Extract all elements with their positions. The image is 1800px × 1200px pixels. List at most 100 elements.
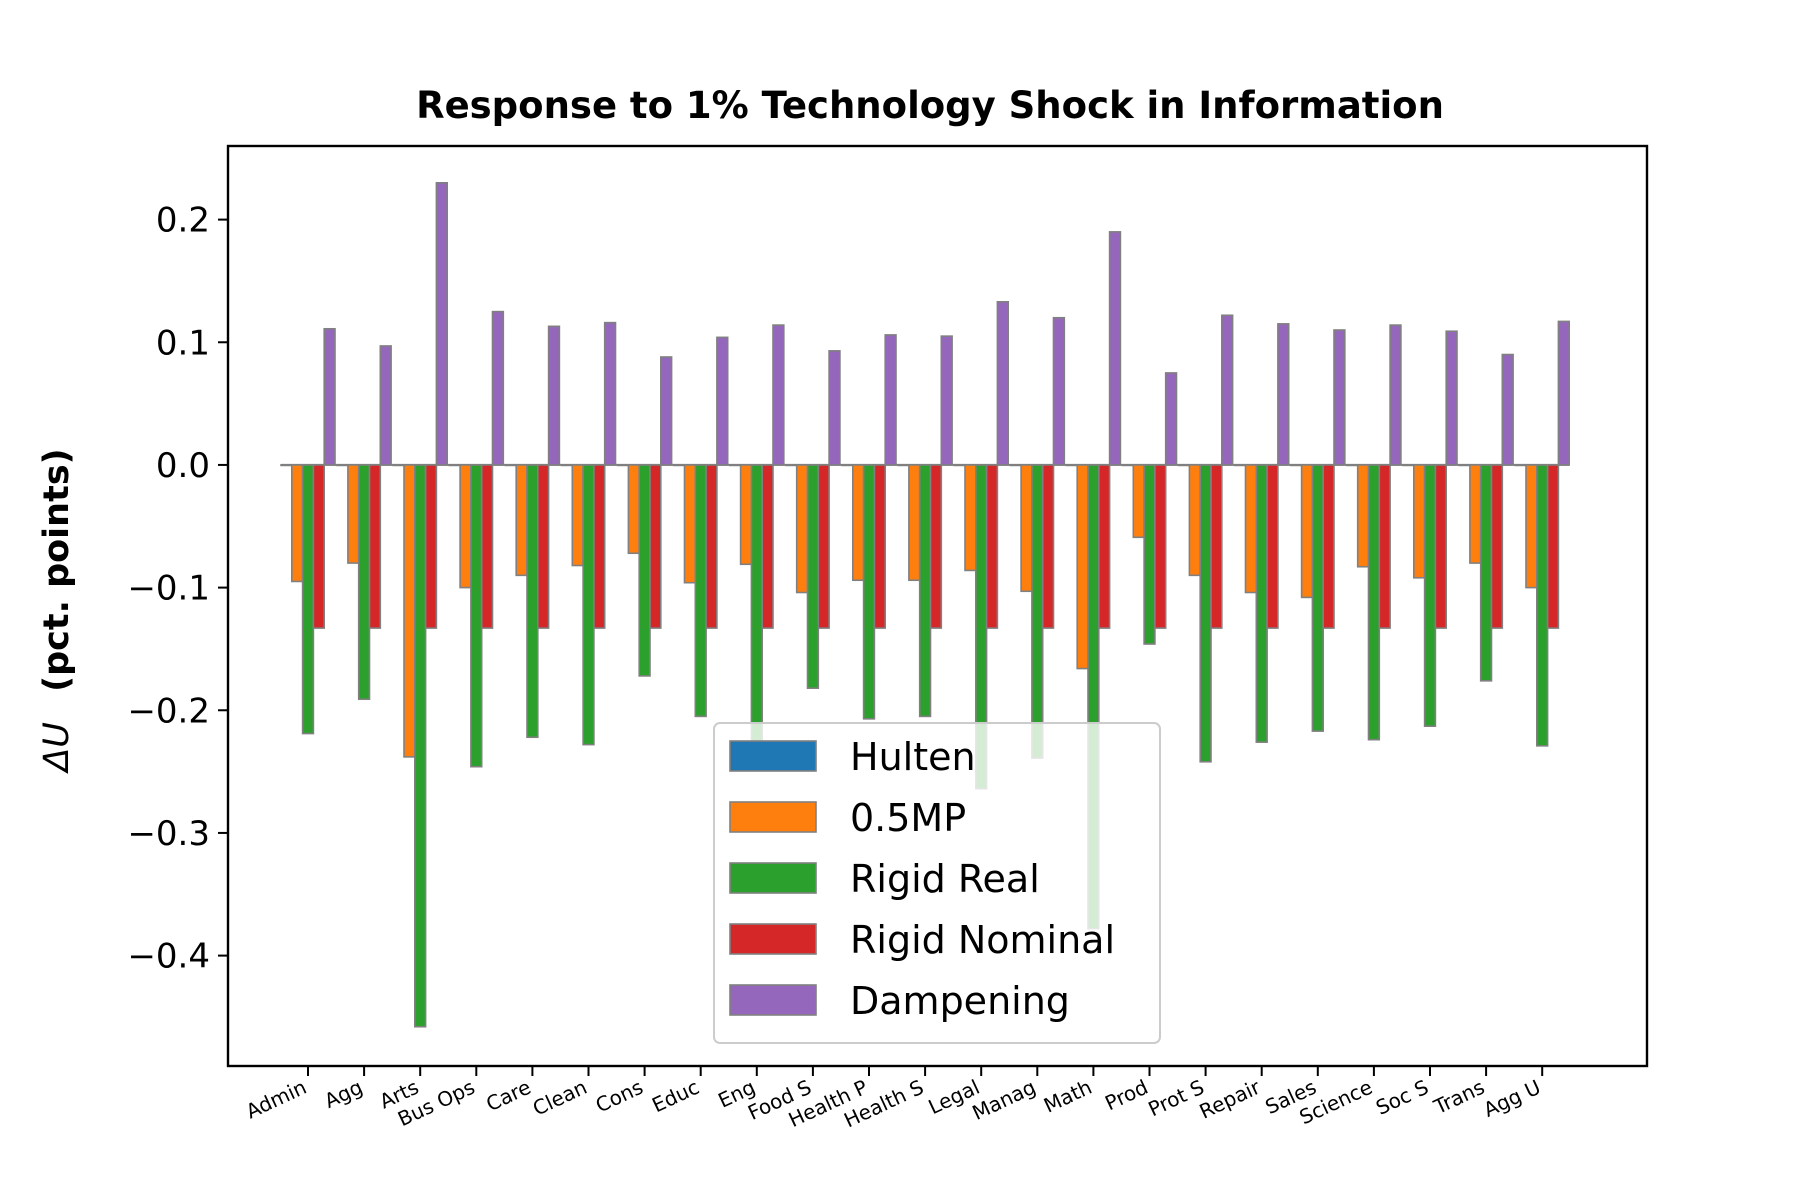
y-tick-label: −0.1 — [127, 569, 210, 609]
x-tick-label: Prod — [1101, 1075, 1151, 1116]
bar-hulten-care — [504, 464, 517, 467]
bar-hulten-prot-s — [1177, 464, 1191, 467]
bar-rigid-nominal-legal — [985, 464, 999, 629]
bar-0-5mp-clean — [571, 464, 584, 567]
bar-hulten-repair — [1233, 464, 1247, 467]
x-tick-label: Cons — [592, 1075, 647, 1118]
bar-rigid-nominal-sales — [1322, 464, 1335, 629]
bar-rigid-nominal-food-s — [817, 464, 830, 629]
bar-rigid-nominal-soc-s — [1434, 464, 1448, 629]
bar-rigid-real-soc-s — [1423, 464, 1437, 728]
y-tick-label: 0.2 — [156, 201, 210, 241]
bar-rigid-real-agg-u — [1536, 464, 1549, 747]
bar-rigid-real-food-s — [806, 464, 820, 689]
bar-hulten-legal — [953, 464, 966, 467]
bar-0-5mp-food-s — [795, 464, 809, 594]
bar-hulten-cons — [616, 464, 630, 467]
bar-hulten-manag — [1009, 464, 1022, 467]
y-axis-label: ΔU (pct. points) — [37, 448, 77, 774]
legend-label-0-5mp: 0.5MP — [850, 796, 966, 840]
x-tick-label: Prot S — [1144, 1075, 1207, 1122]
bar-0-5mp-eng — [739, 464, 753, 566]
bar-dampening-trans — [1501, 353, 1514, 466]
bar-0-5mp-arts — [403, 464, 416, 758]
bar-rigid-nominal-manag — [1041, 464, 1055, 629]
x-tick-label: Math — [1040, 1075, 1095, 1118]
bar-rigid-nominal-health-s — [929, 464, 943, 629]
bar-0-5mp-science — [1356, 464, 1370, 568]
bar-rigid-nominal-repair — [1266, 464, 1279, 629]
bar-rigid-real-health-p — [862, 464, 876, 720]
bar-0-5mp-health-s — [908, 464, 921, 582]
chart-title: Response to 1% Technology Shock in Infor… — [416, 84, 1444, 127]
y-tick-label: −0.2 — [127, 691, 210, 731]
bar-0-5mp-math — [1076, 464, 1089, 670]
bar-rigid-real-cons — [638, 464, 651, 677]
bar-dampening-soc-s — [1445, 330, 1458, 466]
legend-swatch-rigid-nominal — [729, 923, 817, 955]
bar-rigid-nominal-health-p — [873, 464, 887, 629]
bar-dampening-agg — [379, 345, 392, 466]
bar-rigid-nominal-prot-s — [1210, 464, 1223, 629]
bar-rigid-real-agg — [357, 464, 371, 701]
legend-label-dampening: Dampening — [850, 979, 1070, 1023]
bar-dampening-bus-ops — [491, 310, 505, 466]
bar-hulten-agg — [336, 464, 349, 467]
bar-rigid-real-repair — [1255, 464, 1268, 743]
bar-rigid-real-science — [1367, 464, 1381, 741]
x-tick-label: Agg — [321, 1075, 367, 1113]
bar-0-5mp-trans — [1469, 464, 1482, 564]
bar-rigid-real-manag — [1031, 464, 1044, 759]
bar-hulten-sales — [1290, 464, 1303, 467]
bar-0-5mp-admin — [290, 464, 304, 583]
bar-rigid-nominal-clean — [593, 464, 606, 629]
bar-rigid-real-trans — [1479, 464, 1493, 682]
bar-dampening-manag — [1052, 316, 1066, 466]
legend-label-hulten: Hulten — [850, 735, 976, 779]
y-tick-label: 0.0 — [156, 446, 210, 486]
bar-hulten-admin — [280, 464, 293, 467]
bar-dampening-eng — [772, 324, 785, 466]
bar-hulten-science — [1346, 464, 1359, 467]
bar-rigid-nominal-arts — [424, 464, 438, 629]
x-tick-label: Soc S — [1372, 1075, 1432, 1120]
bar-0-5mp-agg — [347, 464, 360, 564]
bar-hulten-bus-ops — [448, 464, 461, 467]
bar-dampening-sales — [1333, 329, 1346, 466]
x-tick-label: Educ — [648, 1075, 703, 1117]
bar-rigid-real-prod — [1143, 464, 1156, 645]
bar-0-5mp-bus-ops — [459, 464, 472, 589]
legend-label-rigid-nominal: Rigid Nominal — [850, 918, 1115, 962]
svg-text:ΔU (pct. points): ΔU (pct. points) — [37, 448, 77, 774]
bar-dampening-care — [547, 325, 561, 466]
bar-0-5mp-prod — [1132, 464, 1145, 539]
bar-0-5mp-sales — [1300, 464, 1314, 599]
bar-hulten-eng — [728, 464, 742, 467]
bar-0-5mp-health-p — [851, 464, 865, 582]
bar-hulten-health-p — [841, 464, 854, 467]
y-tick-label: 0.1 — [156, 323, 210, 363]
bar-0-5mp-cons — [627, 464, 641, 555]
x-tick-label: Trans — [1429, 1075, 1488, 1120]
plot-frame — [226, 144, 1649, 1068]
bar-hulten-food-s — [785, 464, 798, 467]
bar-rigid-nominal-science — [1378, 464, 1391, 629]
bar-dampening-agg-u — [1557, 320, 1571, 466]
bar-dampening-science — [1389, 324, 1402, 466]
y-axis-label-text: (pct. points) — [37, 448, 77, 692]
bar-rigid-real-prot-s — [1199, 464, 1212, 763]
bar-rigid-real-educ — [694, 464, 707, 718]
bar-dampening-food-s — [828, 350, 841, 466]
bar-rigid-real-sales — [1311, 464, 1325, 732]
legend-swatch-0-5mp — [729, 801, 817, 833]
bar-dampening-admin — [323, 327, 336, 466]
bar-rigid-real-bus-ops — [470, 464, 483, 768]
bar-rigid-nominal-agg — [368, 464, 382, 629]
bar-dampening-educ — [716, 336, 729, 466]
x-tick-label: Clean — [529, 1075, 591, 1121]
bar-dampening-health-s — [940, 335, 953, 466]
x-tick-label: Agg U — [1480, 1075, 1545, 1122]
bar-rigid-real-admin — [301, 464, 315, 735]
